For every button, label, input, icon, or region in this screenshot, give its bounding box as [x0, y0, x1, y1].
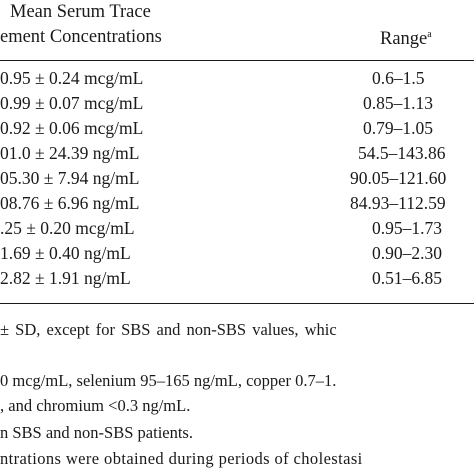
footnote-cholestasis: ntrations were obtained during periods o… — [0, 449, 363, 468]
range-header-footnote-marker: a — [427, 28, 432, 40]
row-9-range: 0.51–6.85 — [372, 268, 442, 288]
footnote-reference-ranges: 0 mcg/mL, selenium 95–165 ng/mL, copper … — [0, 371, 337, 390]
range-header-label: Range — [380, 29, 428, 49]
row-2-mean: 0.99 ± 0.07 mcg/mL — [0, 93, 144, 113]
table-bottom-divider — [0, 303, 474, 305]
row-5-mean: 05.30 ± 7.94 ng/mL — [0, 168, 140, 188]
row-3-mean: 0.92 ± 0.06 mcg/mL — [0, 118, 144, 138]
footnote-chromium: , and chromium <0.3 ng/mL. — [0, 396, 191, 415]
row-8-range: 0.90–2.30 — [372, 243, 442, 263]
row-4-range: 54.5–143.86 — [358, 143, 446, 163]
column-header-range: Rangea — [380, 29, 432, 50]
row-1-range: 0.6–1.5 — [372, 68, 425, 88]
row-7-range: 0.95–1.73 — [372, 218, 442, 238]
row-1-mean: 0.95 ± 0.24 mcg/mL — [0, 68, 144, 88]
row-2-range: 0.85–1.13 — [363, 93, 433, 113]
column-header-mean-line2: ement Concentrations — [0, 27, 162, 47]
row-6-range: 84.93–112.59 — [350, 193, 446, 213]
row-9-mean: 2.82 ± 1.91 ng/mL — [0, 268, 131, 288]
footnote-sbs-patients: n SBS and non-SBS patients. — [0, 423, 193, 442]
row-5-range: 90.05–121.60 — [350, 168, 447, 188]
row-6-mean: 08.76 ± 6.96 ng/mL — [0, 193, 140, 213]
column-header-mean-line1: Mean Serum Trace — [10, 2, 151, 22]
row-4-mean: 01.0 ± 24.39 ng/mL — [0, 143, 140, 163]
row-3-range: 0.79–1.05 — [363, 118, 433, 138]
footnote-sd: ± SD, except for SBS and non-SBS values,… — [0, 320, 337, 339]
header-divider — [0, 60, 474, 62]
row-7-mean: .25 ± 0.20 mcg/mL — [0, 218, 135, 238]
row-8-mean: 1.69 ± 0.40 ng/mL — [0, 243, 131, 263]
